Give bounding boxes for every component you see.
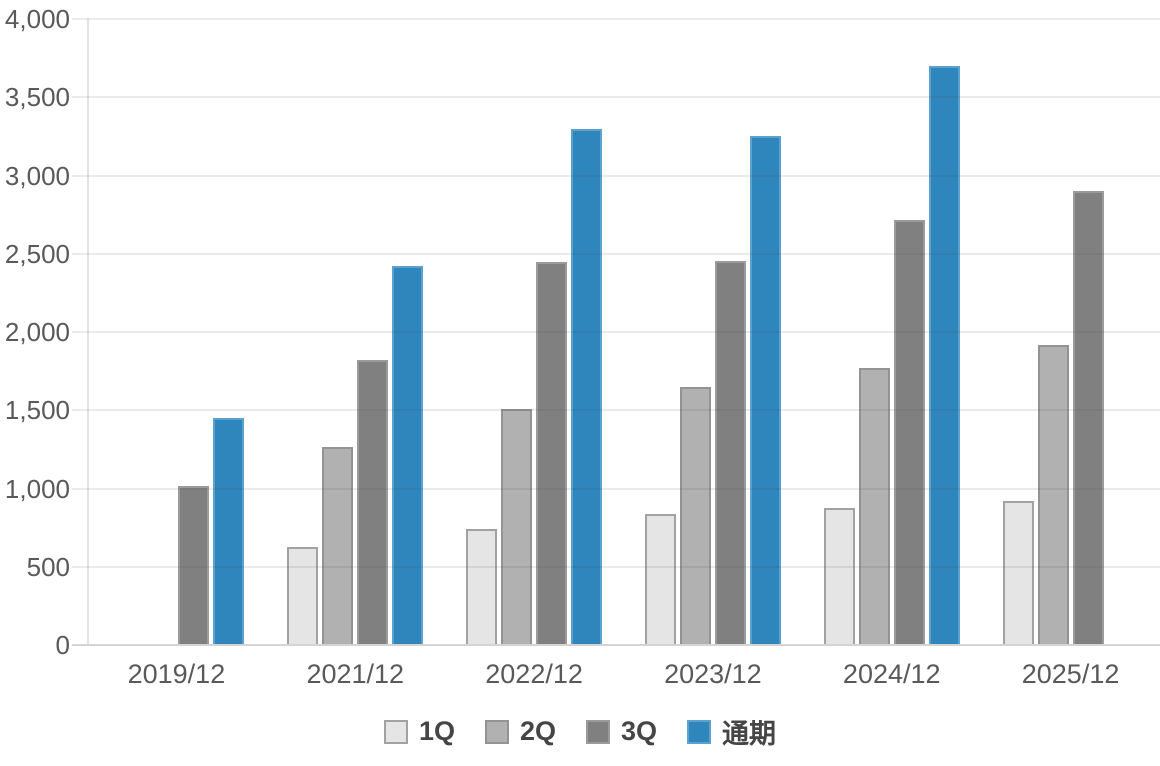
bar-1q-2025-12: [1002, 501, 1034, 645]
bar-fy-2021-12: [392, 266, 424, 645]
y-tick-label-2000: 2,000: [4, 317, 70, 347]
bar-group-2025-12: [981, 19, 1160, 645]
bar-1q-2024-12: [823, 508, 855, 645]
x-tick-label-2019-12: 2019/12: [127, 659, 226, 689]
bar-slot-fy: [213, 19, 245, 645]
y-tick-label-2500: 2,500: [4, 238, 70, 269]
legend-swatch-2q: [484, 719, 509, 744]
gridline-2000: [72, 331, 1160, 333]
plot-area: [72, 18, 1160, 646]
bar-2q-2025-12: [1037, 345, 1069, 645]
bar-slot-fy: [749, 19, 781, 645]
bar-2q-2022-12: [501, 408, 533, 645]
bar-slot-1q: [823, 19, 855, 645]
bar-slot-1q: [644, 19, 676, 645]
bar-3q-2023-12: [714, 260, 746, 645]
bar-slot-3q: [893, 19, 925, 645]
bar-3q-2022-12: [536, 261, 568, 645]
bar-slot-1q: [287, 19, 319, 645]
x-axis-tick-labels: 2019/12 2021/12 2022/12 2023/12 2024/12 2025/…: [87, 659, 1160, 690]
y-tick-label-500: 500: [26, 551, 70, 582]
y-tick-label-4000: 4,000: [4, 4, 70, 34]
bar-slot-2q: [322, 19, 354, 645]
bar-slot-3q: [714, 19, 746, 645]
bar-groups: [87, 19, 1160, 645]
bar-1q-2023-12: [644, 514, 676, 645]
legend-swatch-3q: [586, 719, 611, 744]
gridline-500: [72, 565, 1160, 568]
bar-3q-2021-12: [357, 360, 389, 645]
bar-1q-2021-12: [287, 547, 319, 645]
bar-slot-2q: [501, 19, 533, 645]
gridline-1500: [72, 409, 1160, 412]
legend-item-fy: 通期: [687, 712, 776, 751]
bar-group-2019-12: [87, 19, 266, 645]
bar-group-2023-12: [623, 19, 802, 645]
bar-fy-2024-12: [928, 65, 960, 645]
bar-slot-3q: [178, 19, 210, 645]
y-tick-label-3000: 3,000: [4, 160, 70, 191]
chart-legend: 1Q 2Q 3Q 通期: [0, 712, 1160, 751]
bar-slot-1q: [466, 19, 498, 645]
bar-3q-2019-12: [178, 486, 210, 645]
bar-2q-2023-12: [679, 386, 711, 645]
bar-2q-2024-12: [858, 368, 890, 645]
bar-slot-3q: [357, 19, 389, 645]
bar-fy-2019-12: [213, 418, 245, 645]
legend-label-1q: 1Q: [418, 716, 455, 746]
gridline-3500: [72, 96, 1160, 99]
x-tick-label-2025-12: 2025/12: [1021, 659, 1120, 689]
bar-slot-2q: [858, 19, 890, 645]
y-tick-label-1000: 1,000: [4, 473, 70, 504]
gridline-3000: [72, 174, 1160, 177]
y-axis-line: [87, 19, 89, 645]
legend-item-1q: 1Q: [383, 716, 455, 747]
legend-item-3q: 3Q: [586, 716, 657, 747]
bar-slot-fy: [571, 19, 603, 645]
legend-swatch-1q: [383, 719, 408, 744]
bar-3q-2024-12: [893, 220, 925, 645]
bar-slot-3q: [1072, 19, 1104, 645]
legend-item-2q: 2Q: [484, 716, 557, 747]
bar-fy-2022-12: [571, 128, 603, 645]
gridline-4000: [72, 18, 1160, 20]
gridline-1000: [72, 487, 1160, 490]
bar-3q-2025-12: [1072, 191, 1104, 645]
bar-2q-2021-12: [322, 447, 354, 645]
bar-slot-fy: [928, 19, 960, 645]
bar-slot-2q: [1037, 19, 1069, 645]
y-tick-label-3500: 3,500: [4, 82, 70, 113]
bar-slot-1q: [1002, 19, 1034, 645]
gridline-2500: [72, 252, 1160, 255]
legend-swatch-fy: [687, 719, 712, 744]
bar-slot-2q: [679, 19, 711, 645]
x-tick-label-2023-12: 2023/12: [664, 659, 762, 689]
bar-group-2024-12: [802, 19, 981, 645]
bar-group-2021-12: [266, 19, 445, 645]
y-tick-label-0: 0: [55, 630, 70, 660]
bar-fy-2023-12: [749, 136, 781, 645]
legend-label-2q: 2Q: [519, 716, 557, 746]
bar-group-2022-12: [445, 19, 624, 645]
bar-slot-3q: [536, 19, 568, 645]
x-tick-label-2024-12: 2024/12: [842, 659, 941, 689]
bar-slot-fy: [392, 19, 424, 645]
y-tick-label-1500: 1,500: [4, 395, 70, 426]
x-axis-line: [72, 644, 1160, 646]
x-tick-label-2022-12: 2022/12: [485, 659, 583, 689]
legend-label-3q: 3Q: [621, 716, 658, 746]
legend-label-fy: 通期: [722, 719, 777, 749]
x-tick-label-2021-12: 2021/12: [306, 659, 405, 689]
bar-1q-2022-12: [466, 529, 498, 645]
